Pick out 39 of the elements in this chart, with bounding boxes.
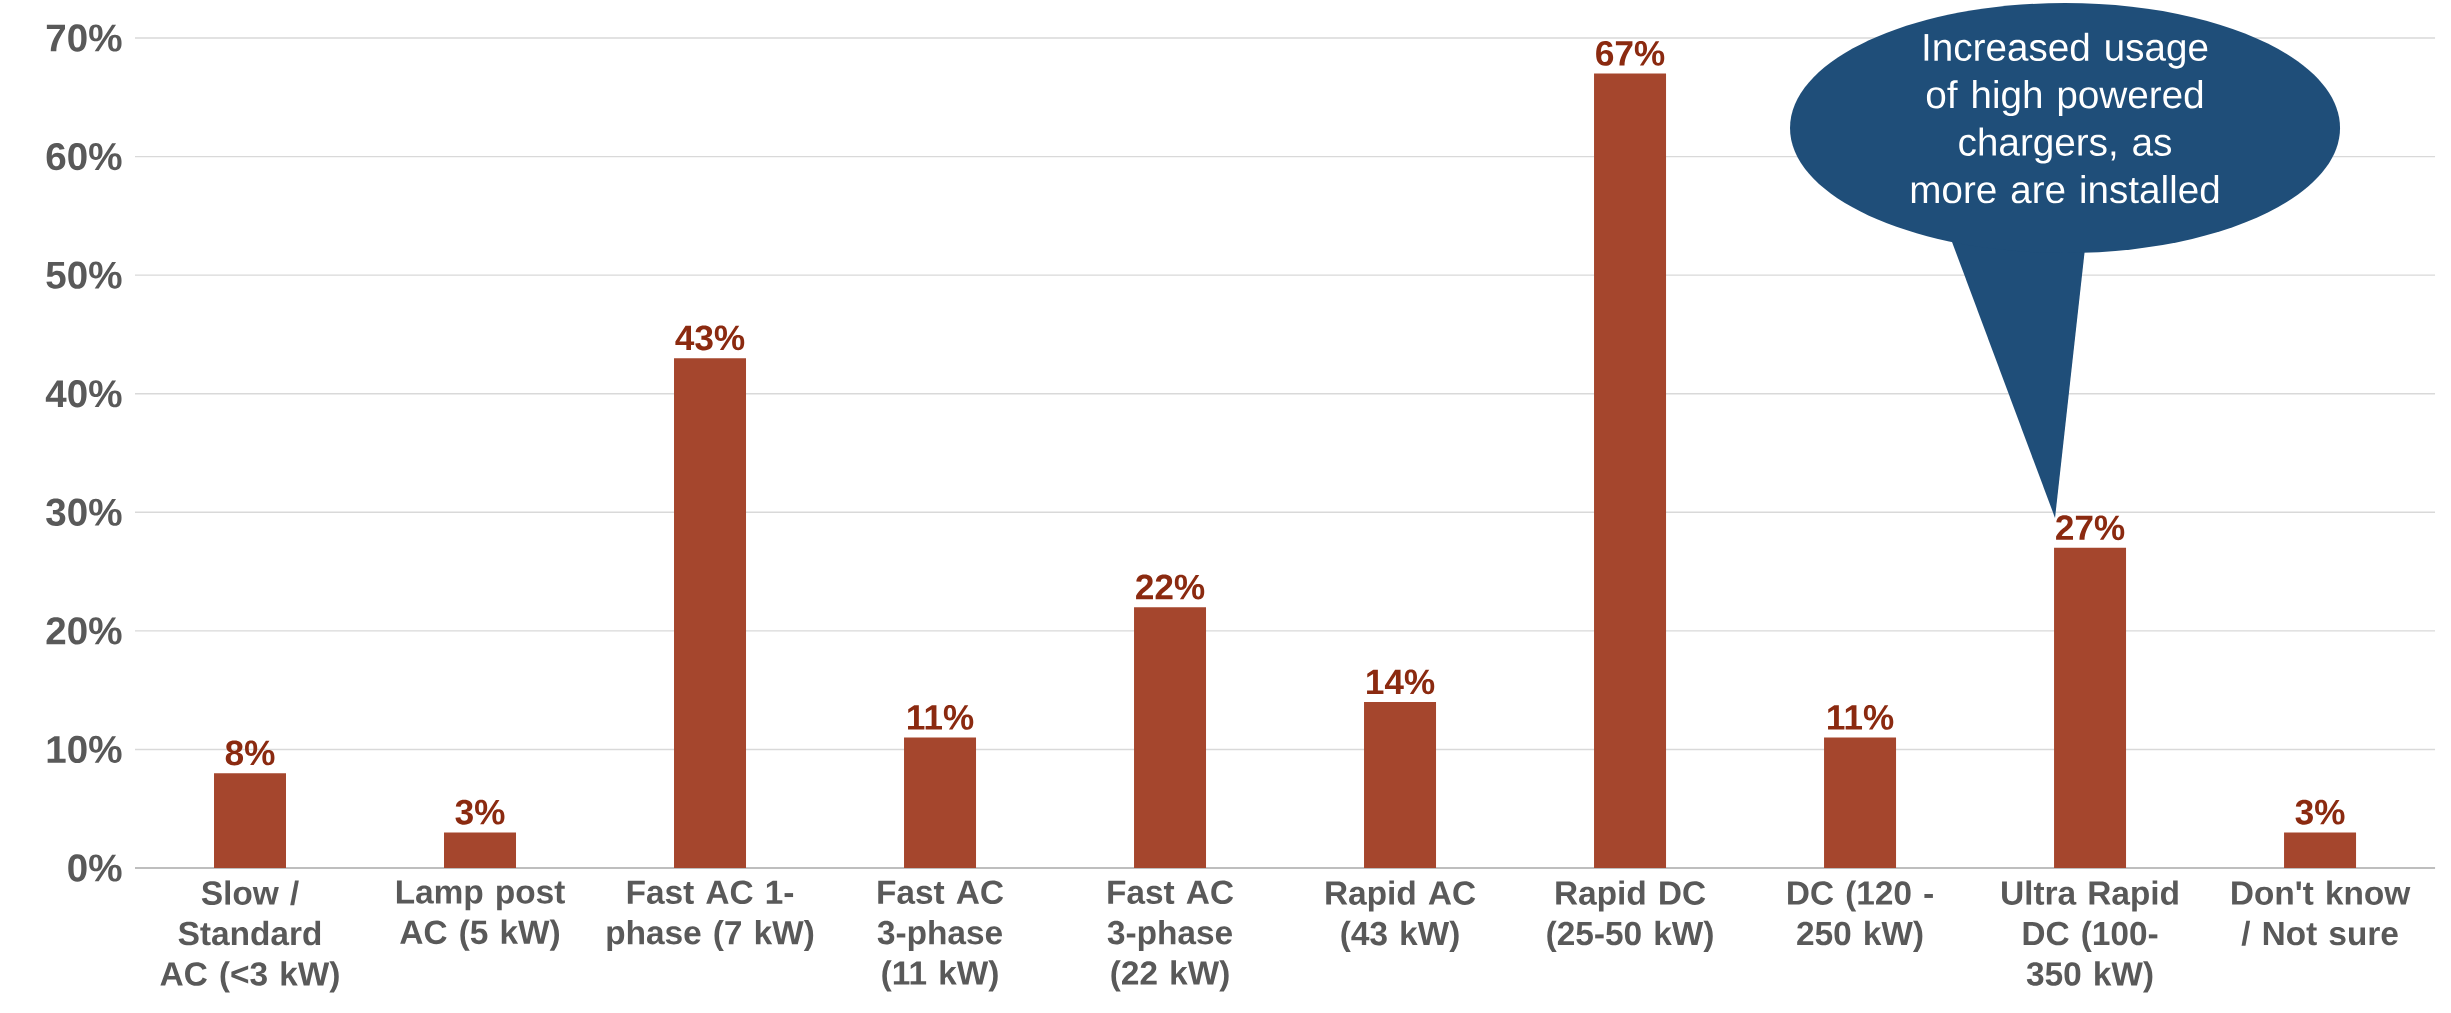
bar — [2284, 832, 2357, 868]
bar — [674, 358, 747, 868]
y-tick-label: 60% — [46, 142, 122, 171]
data-label: 3% — [2295, 799, 2345, 825]
x-tick-label: Lamp post AC (5 kW) — [396, 880, 565, 951]
data-label: 43% — [675, 325, 745, 351]
data-label: 14% — [1367, 669, 1435, 695]
y-tick-label: 30% — [46, 498, 122, 527]
bar — [214, 773, 286, 868]
y-tick-label: 20% — [46, 617, 122, 645]
y-tick-label: 0% — [68, 854, 122, 882]
bar — [1824, 737, 1897, 868]
x-tick-label: Slow / Standard AC (<3 kW) — [160, 880, 339, 993]
data-label: 3% — [455, 799, 505, 825]
y-tick-label: 70% — [46, 24, 122, 52]
data-label: 67% — [1596, 40, 1665, 66]
bar — [904, 737, 977, 868]
data-label: 22% — [1136, 574, 1205, 600]
y-tick-label: 10% — [47, 735, 122, 764]
data-label: 27% — [2056, 515, 2125, 541]
bar — [1594, 73, 1667, 868]
data-label: 11% — [1828, 705, 1894, 730]
x-tick-label: Fast AC 1-phase (7 kW) — [607, 880, 814, 952]
bar — [1364, 702, 1437, 868]
data-label: 11% — [908, 705, 974, 730]
y-tick-label: 50% — [46, 261, 122, 289]
bar — [2054, 547, 2127, 868]
bar — [444, 832, 517, 868]
x-tick-label: Ultra Rapid DC (100-350 kW) — [2002, 880, 2178, 993]
x-tick-label: Don't know / Not sure — [2232, 880, 2411, 946]
bar — [1134, 607, 1207, 868]
x-tick-label: Rapid AC (43 kW) — [1326, 880, 1476, 952]
x-tick-label: Rapid DC (25-50 kW) — [1547, 880, 1713, 952]
x-tick-label: DC (120 - 250 kW) — [1788, 880, 1933, 952]
annotation: Increased usage of high powered chargers, as more are installed — [1911, 32, 2219, 204]
x-tick-label: Fast AC 3-phase (22 kW) — [1107, 880, 1234, 992]
x-tick-label: Fast AC 3-phase (11 kW) — [877, 880, 1004, 992]
data-label: 8% — [225, 740, 275, 766]
y-tick-label: 40% — [45, 380, 122, 408]
